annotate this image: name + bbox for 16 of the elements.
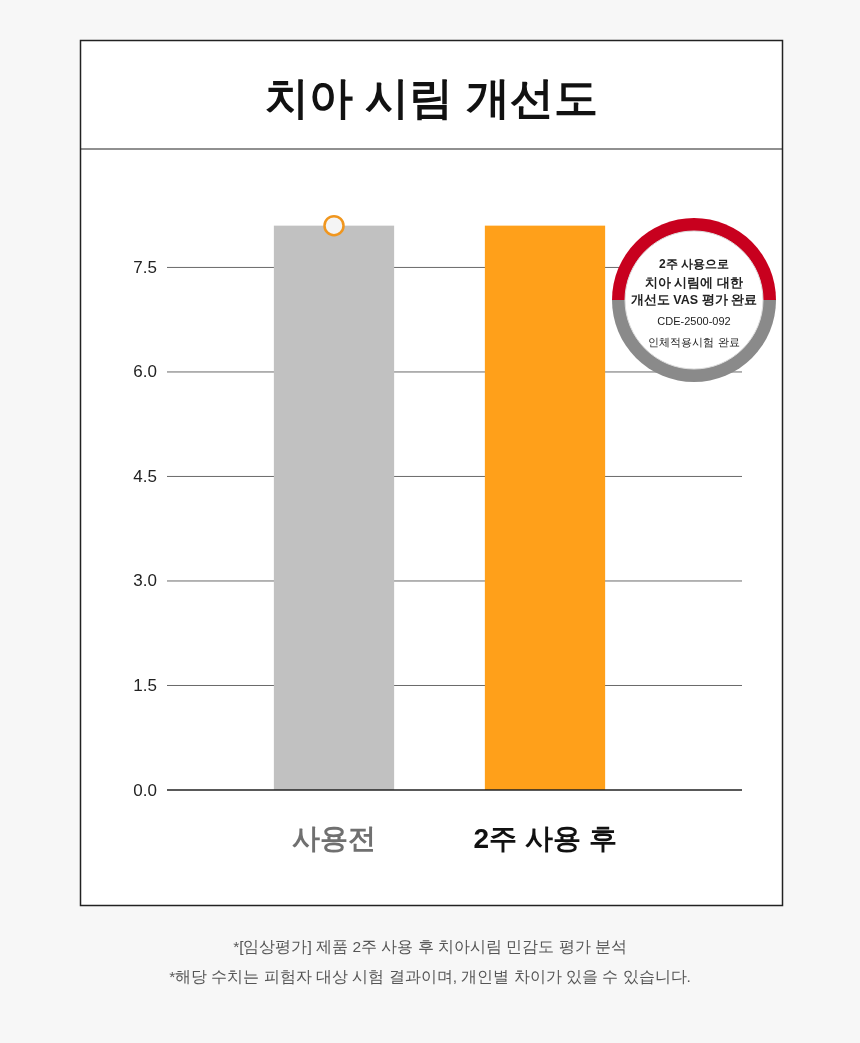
x-tick-label: 2주 사용 후 bbox=[473, 822, 617, 854]
annotation: 인체적용시험 완료 bbox=[648, 336, 740, 348]
y-tick-label: 3.0 bbox=[133, 571, 157, 591]
x-tick-label: 사용전 bbox=[292, 822, 376, 854]
annotation: CDE-2500-092 bbox=[657, 315, 731, 327]
annotation: 개선도 VAS 평가 완료 bbox=[630, 293, 758, 307]
y-tick-label: 1.5 bbox=[133, 675, 157, 695]
y-tick-label: 0.0 bbox=[133, 780, 157, 800]
y-tick-label: 6.0 bbox=[133, 362, 157, 382]
chart-title: 치아 시림 개선도 bbox=[265, 72, 598, 122]
y-tick-label: 4.5 bbox=[133, 466, 157, 486]
text: *[임상평가] 제품 2주 사용 후 치아시림 민감도 평가 분석 bbox=[233, 937, 627, 955]
text: *해당 수치는 피험자 대상 시험 결과이며, 개인별 차이가 있을 수 있습니다. bbox=[169, 967, 691, 985]
y-tick-label: 7.5 bbox=[133, 257, 157, 277]
annotation: 2주 사용으로 bbox=[658, 257, 730, 271]
annotation: 치아 시림에 대한 bbox=[644, 274, 744, 290]
